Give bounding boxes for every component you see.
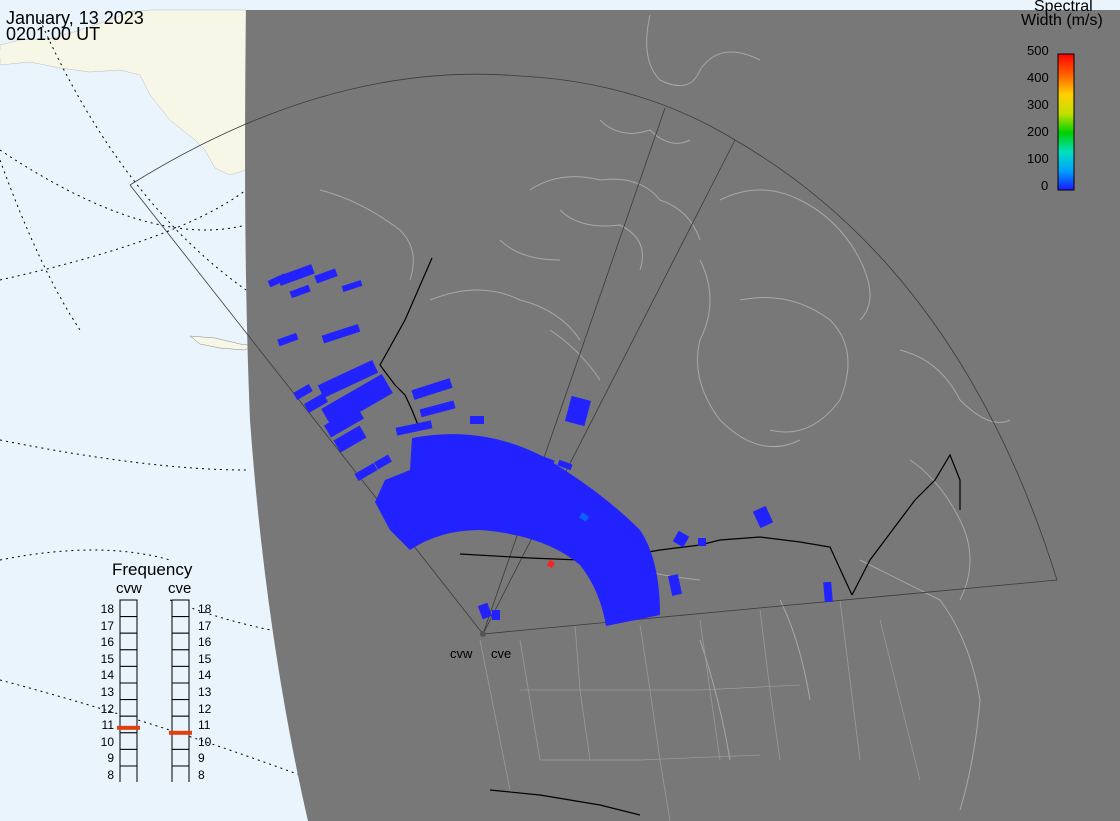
frequency-level-label: 8 (198, 768, 205, 782)
frequency-level-label: 16 (100, 635, 114, 650)
frequency-cell (171, 649, 190, 667)
frequency-level-label: 12 (100, 701, 114, 716)
frequency-cell (171, 732, 190, 750)
frequency-level-label: 10 (198, 734, 212, 749)
frequency-cell (119, 665, 138, 684)
legend-tick: 400 (1027, 70, 1049, 85)
frequency-cell (119, 682, 138, 701)
legend-title-line2: Width (m/s) (1021, 12, 1103, 29)
map-disc (245, 10, 1120, 821)
frequency-cell (119, 616, 138, 634)
frequency-cell (171, 616, 190, 634)
frequency-level-label: 15 (100, 651, 114, 666)
aleutian-islands (0, 44, 40, 58)
frequency-cell (119, 765, 138, 782)
frequency-marker-cvw (117, 725, 140, 730)
frequency-level-label: 18 (100, 602, 114, 616)
frequency-cell (171, 765, 190, 782)
header-time: 0201:00 UT (6, 24, 101, 44)
frequency-cell (171, 599, 190, 618)
legend-tick: 300 (1027, 97, 1049, 112)
mid-width-pixel (579, 512, 589, 522)
frequency-level-label: 11 (198, 718, 211, 733)
legend-tick: 0 (1041, 178, 1049, 193)
frequency-marker-cve (169, 730, 192, 735)
frequency-radar-label: cve (168, 580, 192, 597)
radar-site-label: cve (491, 646, 512, 661)
frequency-cell (119, 732, 138, 750)
frequency-cell (119, 599, 138, 618)
frequency-level-label: 18 (198, 602, 212, 616)
radar-site-label: cvw (450, 646, 473, 661)
legend-colorbar (1057, 53, 1075, 191)
high-width-pixel (546, 559, 556, 569)
frequency-level-label: 10 (100, 734, 114, 749)
frequency-level-label: 11 (101, 718, 114, 733)
frequency-level-label: 8 (107, 768, 114, 782)
lat-lon-grid (0, 19, 301, 776)
frequency-level-label: 14 (198, 668, 212, 683)
frequency-level-label: 13 (100, 685, 114, 699)
frequency-cell (171, 748, 190, 767)
coastlines (319, 14, 1011, 811)
frequency-level-label: 9 (198, 751, 205, 766)
frequency-radar-label: cvw (116, 580, 142, 597)
frequency-cell (119, 649, 138, 667)
radar-fov (129, 73, 1058, 635)
legend-tick: 200 (1027, 124, 1049, 139)
legend-title-line1: Spectral (1034, 0, 1093, 15)
frequency-cell (171, 699, 190, 717)
frequency-cell (171, 632, 190, 651)
frequency-level-label: 12 (198, 701, 212, 716)
frequency-cell (119, 748, 138, 767)
frequency-panel (117, 599, 192, 782)
frequency-level-label: 9 (107, 751, 114, 766)
frequency-cell (119, 632, 138, 651)
legend-tick: 500 (1027, 43, 1049, 58)
state-lines (479, 599, 921, 821)
legend-tick: 100 (1027, 151, 1049, 166)
alaska-landmass (0, 9, 247, 176)
frequency-cell (171, 715, 190, 734)
frequency-title: Frequency (112, 560, 193, 579)
frequency-level-label: 17 (100, 618, 114, 633)
frequency-cell (119, 699, 138, 717)
frequency-cell (171, 665, 190, 684)
frequency-cell (119, 715, 138, 734)
frequency-cell (171, 682, 190, 701)
header-date: January, 13 2023 (6, 8, 144, 28)
frequency-level-label: 13 (198, 685, 212, 699)
frequency-level-label: 14 (100, 668, 114, 683)
radar-site-marker (480, 631, 486, 637)
frequency-level-label: 17 (198, 618, 212, 633)
radar-scatter (267, 264, 833, 626)
frequency-level-label: 15 (198, 651, 212, 666)
frequency-level-label: 16 (198, 635, 212, 650)
